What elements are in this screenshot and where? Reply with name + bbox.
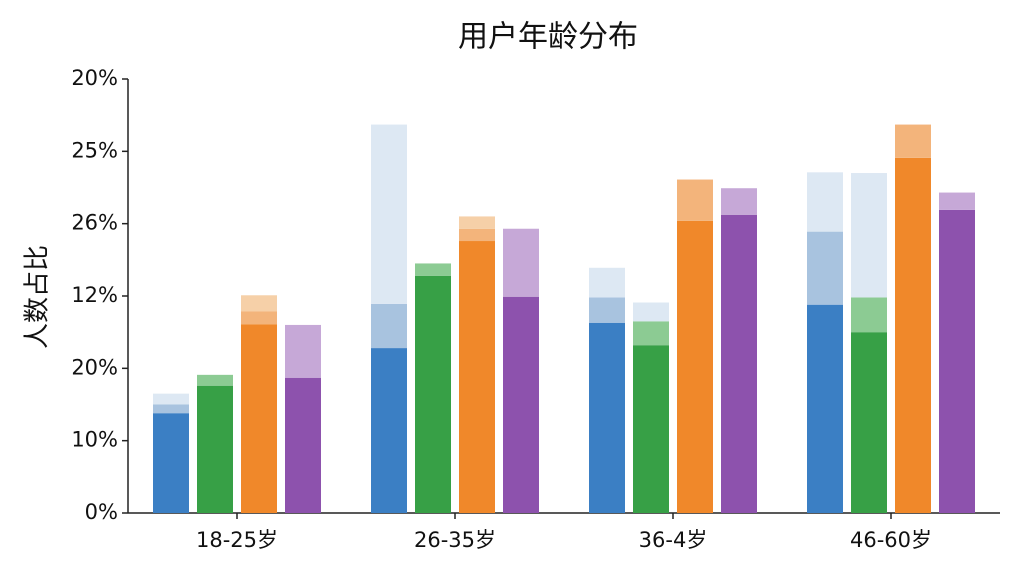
bar-segment xyxy=(197,385,233,513)
x-tick-label: 46-60岁 xyxy=(850,528,932,552)
y-tick-label: 10% xyxy=(71,428,118,452)
bar-segment xyxy=(285,324,321,378)
bar-segment xyxy=(153,404,189,414)
bar-segment xyxy=(807,304,843,513)
bar-segment xyxy=(721,214,757,513)
bar-segment xyxy=(939,209,975,513)
bar-segment xyxy=(285,377,321,513)
bar-segment xyxy=(807,172,843,232)
bar-segment xyxy=(415,263,451,276)
y-tick-label: 25% xyxy=(71,138,118,162)
bar-segment xyxy=(153,413,189,513)
y-tick-label: 26% xyxy=(71,211,118,235)
y-tick-label: 0% xyxy=(85,500,118,524)
y-tick-label: 20% xyxy=(71,355,118,379)
x-tick-label: 36-4岁 xyxy=(639,528,708,552)
bar-segment xyxy=(371,348,407,513)
bar-segment xyxy=(677,220,713,514)
bar-segment xyxy=(589,297,625,323)
bar-segment xyxy=(633,345,669,513)
bar-segment xyxy=(851,173,887,298)
bar-segment xyxy=(677,179,713,221)
bar-segment xyxy=(895,157,931,514)
bar-segment xyxy=(459,241,495,513)
x-tick-label: 26-35岁 xyxy=(414,528,496,552)
bar-segment xyxy=(721,188,757,215)
y-tick-label: 12% xyxy=(71,283,118,307)
bar-segment xyxy=(633,302,669,322)
bar-segment xyxy=(939,192,975,210)
bar-segment xyxy=(197,374,233,386)
bar-segment xyxy=(589,267,625,298)
bar-segment xyxy=(503,296,539,513)
bar-segment xyxy=(241,295,277,312)
bar-segment xyxy=(503,228,539,297)
bar-segment xyxy=(459,228,495,242)
bar-segment xyxy=(371,303,407,349)
bar-segment xyxy=(153,393,189,405)
bar-segment xyxy=(807,231,843,305)
bar-segment xyxy=(633,321,669,346)
y-tick-label: 20% xyxy=(71,66,118,90)
bar-segment xyxy=(241,311,277,325)
bar-segment xyxy=(459,216,495,229)
bar-segment xyxy=(851,297,887,333)
bar-segment xyxy=(241,324,277,513)
chart-title: 用户年龄分布 xyxy=(458,20,638,55)
bar-segment xyxy=(851,332,887,513)
bar-segment xyxy=(589,322,625,513)
bar-segment xyxy=(371,124,407,304)
y-axis-title: 人数占比 xyxy=(23,245,53,349)
bar-segment xyxy=(415,275,451,513)
x-tick-label: 18-25岁 xyxy=(196,528,278,552)
bar-segment xyxy=(895,124,931,158)
